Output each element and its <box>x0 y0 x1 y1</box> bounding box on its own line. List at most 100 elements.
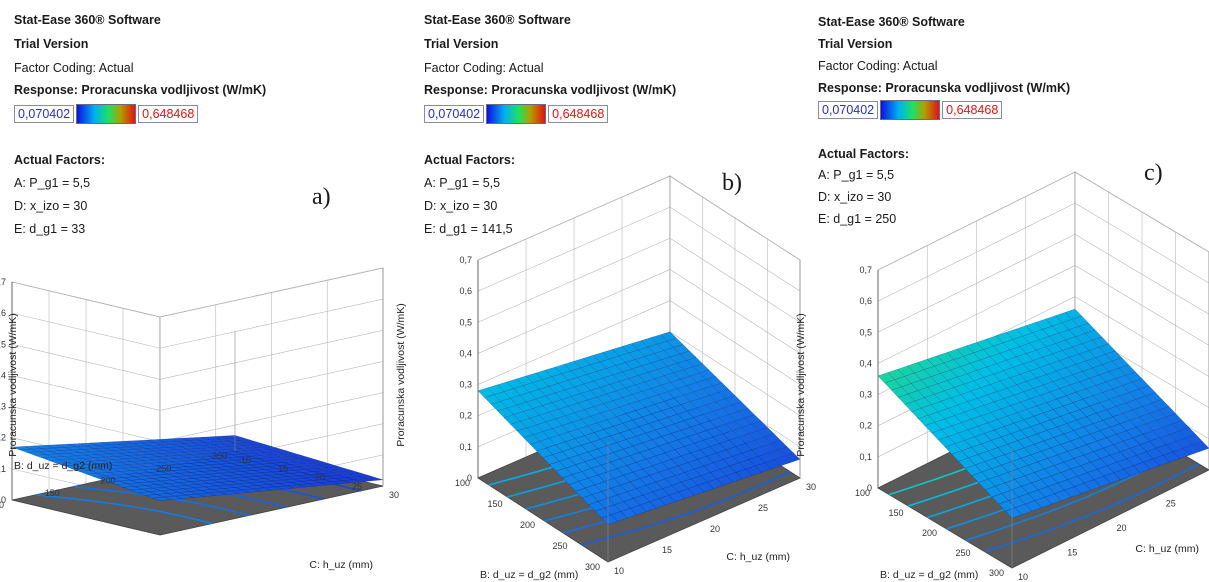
b-axis-label: B: d_uz = d_g2 (mm) <box>880 569 978 581</box>
z-tick-label: 0,6 <box>0 308 6 318</box>
factor-coding: Factor Coding: Actual <box>14 61 134 75</box>
floor-contour-line <box>984 463 1200 553</box>
actual-factors-heading: Actual Factors: <box>424 153 515 167</box>
z-axis-label: Proracunska vodljivost (W/mK) <box>795 313 807 457</box>
c-tick-label: 10 <box>614 566 624 576</box>
c-tick-label: 10 <box>241 455 251 465</box>
c-tick-label: 30 <box>389 490 399 500</box>
panel-a: Stat-Ease 360® Software Trial Version Fa… <box>0 0 400 582</box>
b-tick-label: 250 <box>156 463 171 473</box>
z-tick-label: 0,4 <box>0 370 6 380</box>
b-axis-label: B: d_uz = d_g2 (mm) <box>14 460 112 472</box>
z-tick-label: 0 <box>467 473 472 483</box>
floor-contour-line <box>35 493 213 525</box>
factor-d: D: x_izo = 30 <box>424 199 498 213</box>
z-axis-label: Proracunska vodljivost (W/mK) <box>7 313 19 457</box>
software-title: Stat-Ease 360® Software <box>14 13 161 27</box>
surface-cell <box>11 446 31 450</box>
trial-version: Trial Version <box>424 37 499 51</box>
panel-b: Stat-Ease 360® Software Trial Version Fa… <box>402 0 802 582</box>
z-tick-label: 0,6 <box>859 296 872 306</box>
z-tick-label: 0,3 <box>859 390 872 400</box>
b-tick-label: 300 <box>212 451 227 461</box>
factor-coding: Factor Coding: Actual <box>424 61 544 75</box>
z-tick-label: 0,6 <box>459 286 472 296</box>
z-tick-label: 0,7 <box>0 277 6 287</box>
z-tick-label: 0,2 <box>859 421 872 431</box>
b-tick-label: 200 <box>520 520 535 530</box>
color-legend: 0,070402 0,648468 <box>818 100 1003 120</box>
z-tick-label: 0,5 <box>859 327 872 337</box>
c-axis-label: C: h_uz (mm) <box>726 551 790 563</box>
z-tick-label: 0,7 <box>459 255 472 265</box>
z-tick-label: 0,1 <box>459 442 472 452</box>
factor-a: A: P_g1 = 5,5 <box>818 168 895 182</box>
z-tick-label: 0,3 <box>459 380 472 390</box>
floor-contour-line <box>581 470 791 546</box>
z-tick-label: 0 <box>1 495 6 505</box>
legend-max: 0,648468 <box>942 101 1003 119</box>
legend-min: 0,070402 <box>424 105 485 123</box>
b-tick-label: 100 <box>855 488 870 498</box>
b-tick-label: 150 <box>45 488 60 498</box>
z-tick-label: 0,2 <box>0 433 6 443</box>
response-surface <box>877 308 1209 519</box>
z-tick-label: 0,4 <box>859 358 872 368</box>
c-tick-label: 15 <box>1067 548 1077 558</box>
b-tick-label: 200 <box>922 528 937 538</box>
surface-cell <box>877 372 895 384</box>
color-legend: 0,070402 0,648468 <box>424 104 609 124</box>
c-tick-label: 20 <box>710 524 720 534</box>
z-tick-label: 0,1 <box>0 464 6 474</box>
c-tick-label: 25 <box>352 481 362 491</box>
legend-max: 0,648468 <box>548 105 609 123</box>
software-title: Stat-Ease 360® Software <box>424 13 571 27</box>
trial-version: Trial Version <box>818 37 893 51</box>
b-tick-label: 100 <box>455 478 470 488</box>
z-tick-label: 0,2 <box>459 411 472 421</box>
b-tick-label: 150 <box>487 499 502 509</box>
z-tick-label: 0,7 <box>859 265 872 275</box>
b-axis-label: B: d_uz = d_g2 (mm) <box>480 569 578 581</box>
c-axis-label: C: h_uz (mm) <box>1135 543 1199 555</box>
panel-letter: b) <box>722 170 742 196</box>
b-tick-label: 250 <box>552 541 567 551</box>
color-legend: 0,070402 0,648468 <box>14 104 199 124</box>
c-axis-label: C: h_uz (mm) <box>309 559 373 571</box>
software-title: Stat-Ease 360® Software <box>818 15 965 29</box>
surface-plot-2: 0 0,1 0,2 0,3 0,4 0,5 0,6 0,7 Proracunska vodlji… <box>395 175 816 581</box>
factor-d: D: x_izo = 30 <box>14 199 88 213</box>
factor-a: A: P_g1 = 5,5 <box>424 176 501 190</box>
b-tick-label: 100 <box>0 500 4 510</box>
b-tick-label: 150 <box>888 508 903 518</box>
z-tick-label: 0 <box>867 483 872 493</box>
b-tick-label: 300 <box>585 562 600 572</box>
legend-gradient <box>76 104 137 124</box>
factor-a: A: P_g1 = 5,5 <box>14 176 91 190</box>
c-tick-label: 15 <box>278 464 288 474</box>
z-tick-label: 0,5 <box>459 317 472 327</box>
c-tick-label: 15 <box>662 545 672 555</box>
factor-coding: Factor Coding: Actual <box>818 59 938 73</box>
c-tick-label: 30 <box>806 482 816 492</box>
actual-factors-heading: Actual Factors: <box>14 153 105 167</box>
factor-e: E: d_g1 = 141,5 <box>424 222 513 236</box>
panel-c: Stat-Ease 360® Software Trial Version Fa… <box>804 0 1204 582</box>
response-surface <box>11 435 384 501</box>
c-tick-label: 25 <box>1166 499 1176 509</box>
z-tick-label: 0,1 <box>859 452 872 462</box>
c-tick-label: 25 <box>758 503 768 513</box>
response-label: Response: Proracunska vodljivost (W/mK) <box>818 81 1071 95</box>
factor-e: E: d_g1 = 250 <box>818 212 897 226</box>
legend-min: 0,070402 <box>818 101 879 119</box>
b-tick-label: 200 <box>100 476 115 486</box>
c-tick-label: 20 <box>1117 523 1127 533</box>
factor-e: E: d_g1 = 33 <box>14 222 86 236</box>
actual-factors-heading: Actual Factors: <box>818 147 909 161</box>
z-axis-label: Proracunska vodljivost (W/mK) <box>395 303 407 447</box>
panel-letter: a) <box>312 184 331 210</box>
trial-version: Trial Version <box>14 37 89 51</box>
legend-min: 0,070402 <box>14 105 75 123</box>
z-tick-label: 0,4 <box>459 348 472 358</box>
